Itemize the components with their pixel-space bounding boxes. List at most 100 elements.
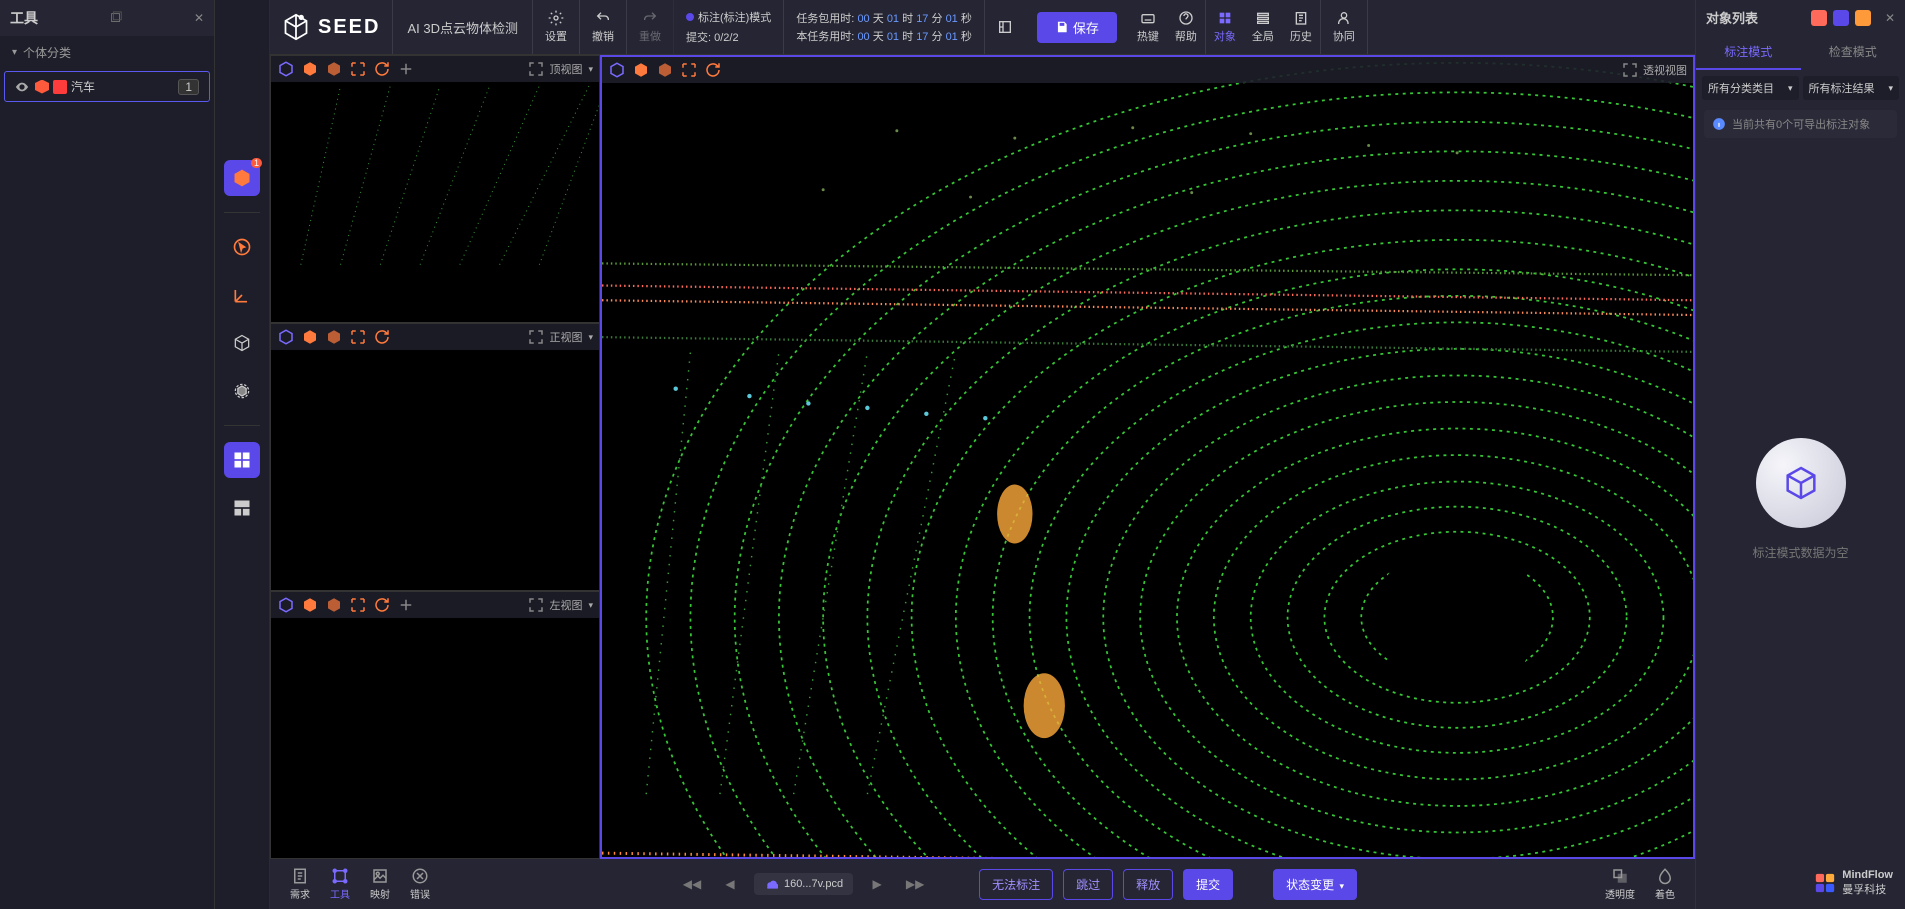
expand-icon[interactable] xyxy=(680,61,698,79)
refresh-icon[interactable] xyxy=(373,60,391,78)
close-icon[interactable]: ✕ xyxy=(1885,11,1895,25)
filter-result[interactable]: 所有标注结果▾ xyxy=(1803,76,1900,100)
copy-icon[interactable] xyxy=(109,11,123,25)
top-view-panel[interactable]: 顶视图 ▾ xyxy=(270,55,600,323)
right-panel: 对象列表 ✕ 标注模式 检查模式 所有分类类目▾ 所有标注结果▾ 当前共有0个可… xyxy=(1695,0,1905,909)
cube-outline-icon[interactable] xyxy=(277,596,295,614)
cube-alt-icon[interactable] xyxy=(656,61,674,79)
cloud-icon xyxy=(764,877,778,891)
cube-tool-button[interactable]: 1 xyxy=(224,160,260,196)
plus-icon[interactable] xyxy=(397,60,415,78)
mini-icon-2[interactable] xyxy=(1833,10,1849,26)
tab-mapping[interactable]: 映射 xyxy=(362,863,398,905)
layout-quad-button[interactable] xyxy=(224,442,260,478)
logo[interactable]: SEED xyxy=(270,13,392,41)
plus-icon[interactable] xyxy=(397,596,415,614)
tab-tools[interactable]: 工具 xyxy=(322,863,358,905)
submit-button[interactable]: 提交 xyxy=(1183,869,1233,900)
view-object-button[interactable]: 对象 xyxy=(1206,0,1244,54)
view-global-button[interactable]: 全局 xyxy=(1244,0,1282,54)
cube-solid-icon[interactable] xyxy=(301,596,319,614)
side-views: 顶视图 ▾ xyxy=(270,55,600,859)
redo-button[interactable]: 重做 xyxy=(627,0,674,54)
axis-tool-button[interactable] xyxy=(224,277,260,313)
first-button[interactable]: ◀◀ xyxy=(678,870,706,898)
category-row[interactable]: 汽车 1 xyxy=(4,71,210,102)
help-group: 热键 帮助 xyxy=(1129,0,1206,54)
fullscreen-icon[interactable] xyxy=(527,328,545,346)
top-view-canvas[interactable] xyxy=(271,56,599,265)
settings-button[interactable]: 设置 xyxy=(533,0,580,54)
layout-split-button[interactable] xyxy=(224,490,260,526)
mini-icon-1[interactable] xyxy=(1811,10,1827,26)
front-view-toolbar: 正视图 ▾ xyxy=(271,324,599,350)
cube-outline-icon[interactable] xyxy=(277,328,295,346)
expand-button[interactable] xyxy=(985,0,1025,54)
help-button[interactable]: 帮助 xyxy=(1167,0,1205,54)
top-view-toolbar: 顶视图 ▾ xyxy=(271,56,599,82)
cube-solid-icon[interactable] xyxy=(301,60,319,78)
chevron-down-icon[interactable]: ▾ xyxy=(588,64,593,75)
refresh-icon[interactable] xyxy=(373,596,391,614)
cube-solid-icon[interactable] xyxy=(632,61,650,79)
info-banner: 当前共有0个可导出标注对象 xyxy=(1704,110,1897,138)
box-fit-tool-button[interactable] xyxy=(224,325,260,361)
tab-inspect-mode[interactable]: 检查模式 xyxy=(1801,35,1905,70)
expand-icon[interactable] xyxy=(349,596,367,614)
hotkey-button[interactable]: 热键 xyxy=(1129,0,1167,54)
cube-outline-icon[interactable] xyxy=(277,60,295,78)
front-view-panel[interactable]: 正视图 ▾ xyxy=(270,323,600,591)
release-button[interactable]: 释放 xyxy=(1123,869,1173,900)
file-chip[interactable]: 160...7v.pcd xyxy=(754,873,853,895)
status-button[interactable]: 状态变更 ▾ xyxy=(1273,869,1357,900)
expand-icon[interactable] xyxy=(349,60,367,78)
brand-icon xyxy=(1814,872,1836,894)
coloring-button[interactable]: 着色 xyxy=(1647,863,1683,905)
playback-controls: ◀◀ ◀ 160...7v.pcd ▶ ▶▶ 无法标注 跳过 释放 提交 状态变… xyxy=(446,869,1589,900)
opacity-button[interactable]: 透明度 xyxy=(1597,863,1643,905)
tab-requirements[interactable]: 需求 xyxy=(282,863,318,905)
fullscreen-icon[interactable] xyxy=(1621,61,1639,79)
left-view-toolbar: 左视图 ▾ xyxy=(271,592,599,618)
chevron-down-icon[interactable]: ▾ xyxy=(588,600,593,611)
pointer-tool-button[interactable] xyxy=(224,229,260,265)
expand-icon[interactable] xyxy=(349,328,367,346)
save-button[interactable]: 保存 xyxy=(1037,12,1117,43)
info-icon xyxy=(1712,117,1726,131)
prev-button[interactable]: ◀ xyxy=(716,870,744,898)
next-button[interactable]: ▶ xyxy=(863,870,891,898)
cube-alt-icon[interactable] xyxy=(325,328,343,346)
perspective-canvas[interactable] xyxy=(602,57,1693,859)
cube-alt-icon[interactable] xyxy=(325,60,343,78)
view-history-button[interactable]: 历史 xyxy=(1282,0,1320,54)
fullscreen-icon[interactable] xyxy=(527,60,545,78)
collab-button[interactable]: 协同 xyxy=(1321,0,1368,54)
undo-button[interactable]: 撤销 xyxy=(580,0,627,54)
refresh-icon[interactable] xyxy=(373,328,391,346)
view-label: 左视图 xyxy=(549,597,582,613)
circle-fit-tool-button[interactable] xyxy=(224,373,260,409)
cube-outline-icon[interactable] xyxy=(608,61,626,79)
refresh-icon[interactable] xyxy=(704,61,722,79)
brand-logo[interactable]: MindFlow 曼孚科技 xyxy=(1814,869,1893,897)
fullscreen-icon[interactable] xyxy=(527,596,545,614)
filter-category[interactable]: 所有分类类目▾ xyxy=(1702,76,1799,100)
logo-icon xyxy=(282,13,310,41)
skip-button[interactable]: 跳过 xyxy=(1063,869,1113,900)
left-view-panel[interactable]: 左视图 ▾ xyxy=(270,591,600,859)
eye-icon[interactable] xyxy=(15,80,29,94)
empty-state: 标注模式数据为空 xyxy=(1696,142,1905,857)
unable-button[interactable]: 无法标注 xyxy=(979,869,1053,900)
cube-solid-icon[interactable] xyxy=(301,328,319,346)
chevron-down-icon[interactable]: ▾ xyxy=(588,332,593,343)
close-icon[interactable]: ✕ xyxy=(194,11,204,25)
last-button[interactable]: ▶▶ xyxy=(901,870,929,898)
view-group: 对象 全局 历史 xyxy=(1206,0,1321,54)
tab-annotate-mode[interactable]: 标注模式 xyxy=(1696,35,1801,70)
tab-errors[interactable]: 错误 xyxy=(402,863,438,905)
perspective-view-panel[interactable]: 透视视图 xyxy=(600,55,1695,859)
cube-alt-icon[interactable] xyxy=(325,596,343,614)
category-label: 汽车 xyxy=(71,78,95,95)
mini-icon-3[interactable] xyxy=(1855,10,1871,26)
category-section-header[interactable]: ▾ 个体分类 xyxy=(0,36,214,69)
